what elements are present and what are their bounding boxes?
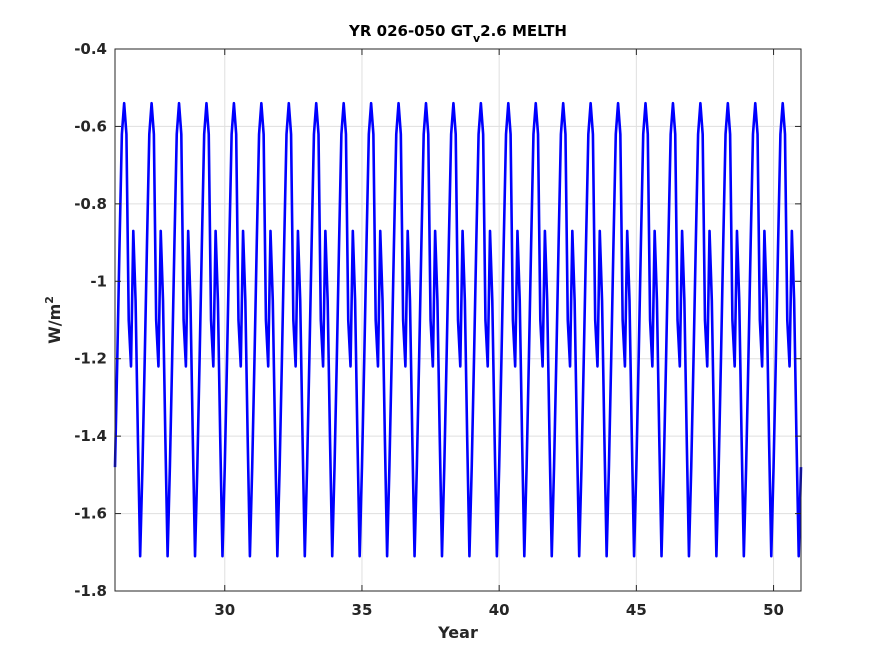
chart-title: YR 026-050 GTv2.6 MELTH [348, 22, 567, 45]
y-tick-label: -1 [90, 272, 107, 290]
y-tick-label: -1.6 [74, 505, 107, 523]
y-tick-label: -1.4 [74, 427, 107, 445]
y-axis-label: W/m2 [43, 296, 64, 344]
y-axis: -1.8 -1.6 -1.4 -1.2 -1 -0.8 -0.6 -0.4 [74, 40, 801, 600]
chart-title-subscript: v [473, 32, 481, 45]
y-axis-label-superscript: 2 [43, 296, 56, 304]
series-layer [113, 101, 803, 558]
x-tick-label: 50 [763, 601, 784, 619]
x-tick-label: 40 [489, 601, 510, 619]
y-tick-label: -0.8 [74, 195, 107, 213]
y-tick-label: -1.2 [74, 350, 107, 368]
y-tick-label: -0.6 [74, 117, 107, 135]
x-axis-label: Year [437, 623, 478, 642]
y-tick-label: -0.4 [74, 40, 107, 58]
x-tick-label: 35 [352, 601, 373, 619]
x-tick-label: 45 [626, 601, 647, 619]
series-line [113, 101, 803, 558]
x-tick-label: 30 [214, 601, 235, 619]
x-axis: 30 35 40 45 50 [214, 49, 784, 619]
plot-frame [114, 48, 802, 592]
y-tick-label: -1.8 [74, 582, 107, 600]
